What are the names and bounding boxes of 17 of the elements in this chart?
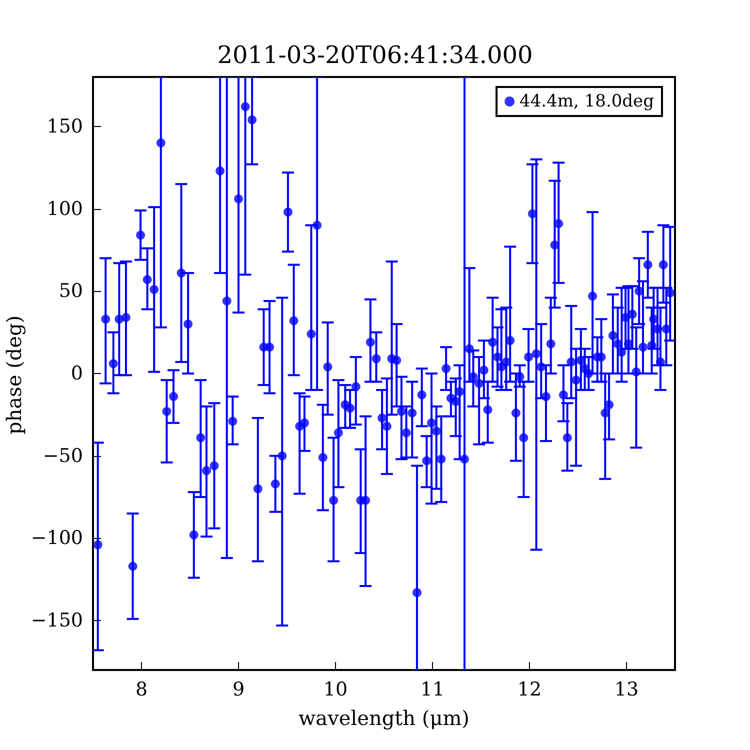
x-axis-title: wavelength (μm) — [298, 706, 470, 730]
y-tick-label: 50 — [58, 280, 83, 302]
x-tick-label: 12 — [517, 678, 542, 700]
x-tick-label: 13 — [614, 678, 639, 700]
y-tick-label: 100 — [46, 198, 83, 220]
x-tick-label: 9 — [232, 678, 245, 700]
y-tick-label: −100 — [30, 527, 83, 550]
y-tick-label: 150 — [46, 115, 83, 138]
x-tick-label: 8 — [135, 678, 148, 700]
chart-title: 2011-03-20T06:41:34.000 — [217, 41, 533, 69]
y-axis-title: phase (deg) — [2, 315, 26, 435]
y-tick-label: 0 — [70, 362, 83, 384]
y-tick-label: −50 — [42, 444, 83, 467]
x-tick-label: 10 — [323, 678, 348, 700]
legend-label: 44.4m, 18.0deg — [520, 92, 654, 112]
x-tick-label: 11 — [420, 678, 445, 700]
y-tick-label: −150 — [30, 610, 83, 632]
